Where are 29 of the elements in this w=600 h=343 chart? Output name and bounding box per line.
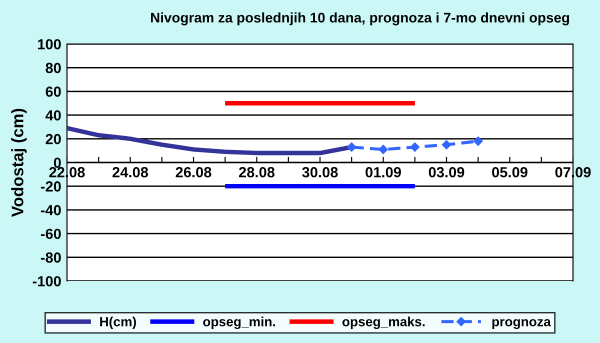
legend-label: opseg_maks.: [342, 316, 425, 330]
y-tick-label: -40: [40, 205, 61, 216]
y-tick-label: 20: [46, 134, 61, 144]
point: [347, 142, 356, 152]
chart-title: Nivogram za poslednjih 10 dana, prognoza i 7-mo dnevni opseg: [151, 12, 569, 26]
y-tick-label: 80: [46, 62, 61, 74]
x-tick-label: 03.09: [428, 167, 464, 178]
legend-label: H(cm): [100, 316, 136, 329]
point: [442, 140, 452, 150]
x-tick-label: 05.09: [492, 167, 528, 178]
y-tick-label: 0: [54, 158, 61, 168]
x-tick-label: 26.08: [176, 167, 212, 178]
y-tick-label: 40: [45, 110, 61, 121]
point: [474, 136, 483, 146]
x-tick-label: 28.08: [239, 167, 275, 178]
x-tick-label: 24.08: [112, 167, 148, 178]
y-tick-label: 60: [46, 86, 61, 97]
point: [410, 142, 420, 152]
y-tick-label: 100: [38, 39, 61, 50]
y-tick-label: -100: [32, 276, 61, 286]
y-tick-label: -80: [40, 252, 61, 263]
y-axis-title: Vodostaj (cm): [11, 108, 27, 217]
y-tick-label: -60: [40, 228, 61, 240]
legend-label: prognoza: [492, 319, 551, 330]
y-tick-label: -20: [40, 181, 61, 192]
legend-label: opseg_min.: [203, 316, 276, 330]
point: [378, 144, 388, 154]
x-tick-label: 01.09: [366, 167, 401, 178]
x-tick-label: 30.08: [302, 167, 338, 178]
